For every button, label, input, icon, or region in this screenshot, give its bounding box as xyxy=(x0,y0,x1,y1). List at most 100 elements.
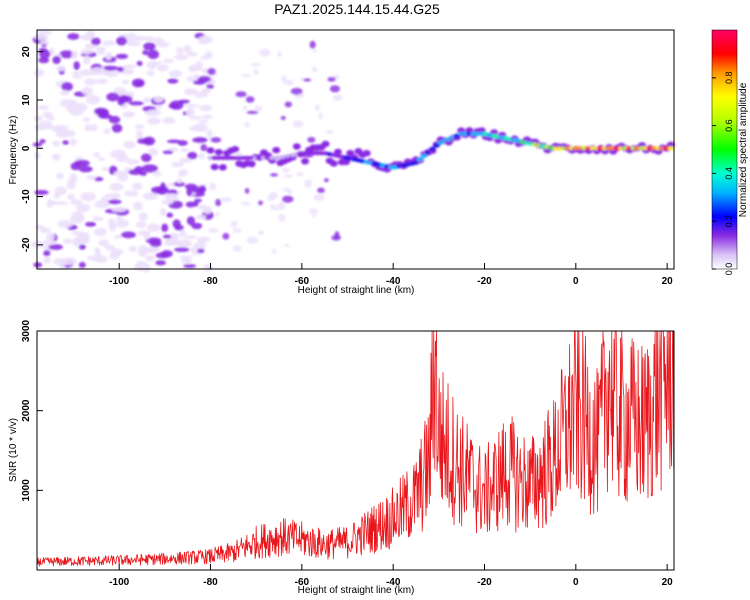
spectrogram-cell xyxy=(103,128,111,135)
spectrogram-cell xyxy=(107,218,116,227)
spectrogram-cell xyxy=(197,237,206,244)
spectrogram-cell xyxy=(195,214,207,220)
spectrogram-cell xyxy=(142,50,149,56)
spectrogram-cell xyxy=(323,178,329,183)
spectrogram-cell xyxy=(43,250,51,257)
x-tick-label: -20 xyxy=(477,577,492,588)
spectrogram-cell xyxy=(75,203,91,212)
spectrogram-cell xyxy=(185,107,195,118)
colorbar-ticks: 0.0 0.2 0.4 0.6 0.8 xyxy=(712,72,734,275)
spectrogram-cell xyxy=(284,243,290,248)
spectrogram-cell xyxy=(155,260,167,266)
spectrogram-cell xyxy=(311,66,318,73)
spectrogram-cell xyxy=(215,198,222,207)
spectrogram-cell xyxy=(116,66,124,72)
spectrogram-cell xyxy=(133,201,144,211)
spectrogram-cell xyxy=(147,117,161,125)
spectrogram-cell xyxy=(42,239,56,246)
spectrogram-cell xyxy=(55,65,67,72)
spectrogram-cell xyxy=(135,124,145,130)
spectrogram-cell xyxy=(313,193,325,202)
spectrogram-cell xyxy=(33,115,43,122)
spectrogram-cell xyxy=(283,79,294,86)
spectrogram-cell xyxy=(122,111,136,118)
spectrogram-cell xyxy=(39,40,50,45)
x-tick-label: -60 xyxy=(295,577,310,588)
snr-y-ticks: 1000 2000 3000 xyxy=(21,319,43,501)
spectrogram-ridge-outer xyxy=(218,164,227,171)
spectrogram-ridge-outer xyxy=(210,163,219,171)
spectrogram-cell xyxy=(136,36,147,41)
spectrogram-ridge-outer xyxy=(329,160,338,167)
spectrogram-ridge-outer xyxy=(477,127,486,134)
colorbar-gradient xyxy=(711,29,738,270)
spectrogram-cell xyxy=(128,101,144,106)
spectrogram-cell xyxy=(61,81,73,92)
spectrogram-cell xyxy=(162,234,172,239)
spectrogram-cell xyxy=(110,149,126,159)
spectrogram-cell xyxy=(102,40,116,46)
spectrogram-cell xyxy=(149,240,162,248)
spectrogram-ridge-outer xyxy=(272,146,281,154)
spectrogram-cell xyxy=(55,172,64,180)
spectrogram-cell xyxy=(95,46,106,53)
spectrogram-cell xyxy=(250,62,261,67)
spectrogram-cell xyxy=(53,192,61,199)
spectrogram-cell xyxy=(177,140,188,146)
spectrogram-cell xyxy=(156,104,163,109)
spectrogram-cell xyxy=(318,112,323,120)
spectrogram-cell xyxy=(192,201,199,207)
spectrogram-y-axis-label: Frequency (Hz) xyxy=(8,116,19,185)
spectrogram-cell xyxy=(80,191,96,202)
snr-y-axis-label: SNR (10 * v/v) xyxy=(8,418,19,482)
spectrogram-cell xyxy=(206,129,213,138)
spectrogram-cell xyxy=(90,123,98,132)
spectrogram-cell xyxy=(159,207,167,216)
spectrogram-cell xyxy=(147,148,159,153)
spectrogram-cell xyxy=(220,197,232,203)
spectrogram-cell xyxy=(116,219,129,228)
spectrogram-cell xyxy=(34,34,49,41)
spectrogram-cell xyxy=(290,87,303,95)
spectrogram-blobs xyxy=(30,29,675,273)
spectrogram-cell xyxy=(78,244,86,250)
x-tick-label: 20 xyxy=(662,577,674,588)
spectrogram-cell xyxy=(117,97,125,106)
spectrogram-cell xyxy=(67,33,80,40)
spectrogram-cell xyxy=(270,173,279,177)
spectrogram-cell xyxy=(176,178,183,184)
spectrogram-cell xyxy=(38,48,48,52)
spectrogram-cell xyxy=(157,64,169,72)
spectrogram-cell xyxy=(69,173,78,181)
spectrogram-cell xyxy=(210,137,222,143)
spectrogram-cell xyxy=(215,212,220,217)
spectrogram-cell xyxy=(115,216,122,221)
spectrogram-cell xyxy=(258,200,263,206)
spectrogram-cell xyxy=(173,181,185,187)
spectrogram-cell xyxy=(52,55,61,65)
spectrogram-cell xyxy=(327,77,336,82)
spectrogram-cell xyxy=(97,157,105,161)
y-tick-label: -10 xyxy=(21,189,32,204)
spectrogram-cell xyxy=(59,99,75,108)
spectrogram-cell xyxy=(166,139,182,144)
spectrogram-cell xyxy=(72,71,80,76)
spectrogram-cell xyxy=(232,228,242,233)
spectrogram-x-axis-label: Height of straight line (km) xyxy=(298,285,415,296)
spectrogram-cell xyxy=(180,148,189,153)
y-tick-label: 20 xyxy=(21,46,32,58)
spectrogram-cell xyxy=(198,119,209,125)
colorbar: 0.0 0.2 0.4 0.6 0.8 Normalized spectral ampl… xyxy=(711,29,749,275)
spectrogram-cell xyxy=(222,232,230,240)
figure-title: PAZ1.2025.144.15.44.G25 xyxy=(274,1,440,17)
spectrogram-cell xyxy=(58,50,75,59)
spectrogram-cell xyxy=(166,212,174,218)
spectrogram-cell xyxy=(197,248,205,254)
spectrogram-cell xyxy=(303,78,312,82)
spectrogram-cell xyxy=(311,214,316,218)
spectrogram-ridge-outer xyxy=(346,149,355,157)
spectrogram-cell xyxy=(145,255,155,262)
spectrogram-cell xyxy=(140,153,152,163)
spectrogram-cell xyxy=(284,174,294,178)
spectrogram-cell xyxy=(71,210,84,221)
